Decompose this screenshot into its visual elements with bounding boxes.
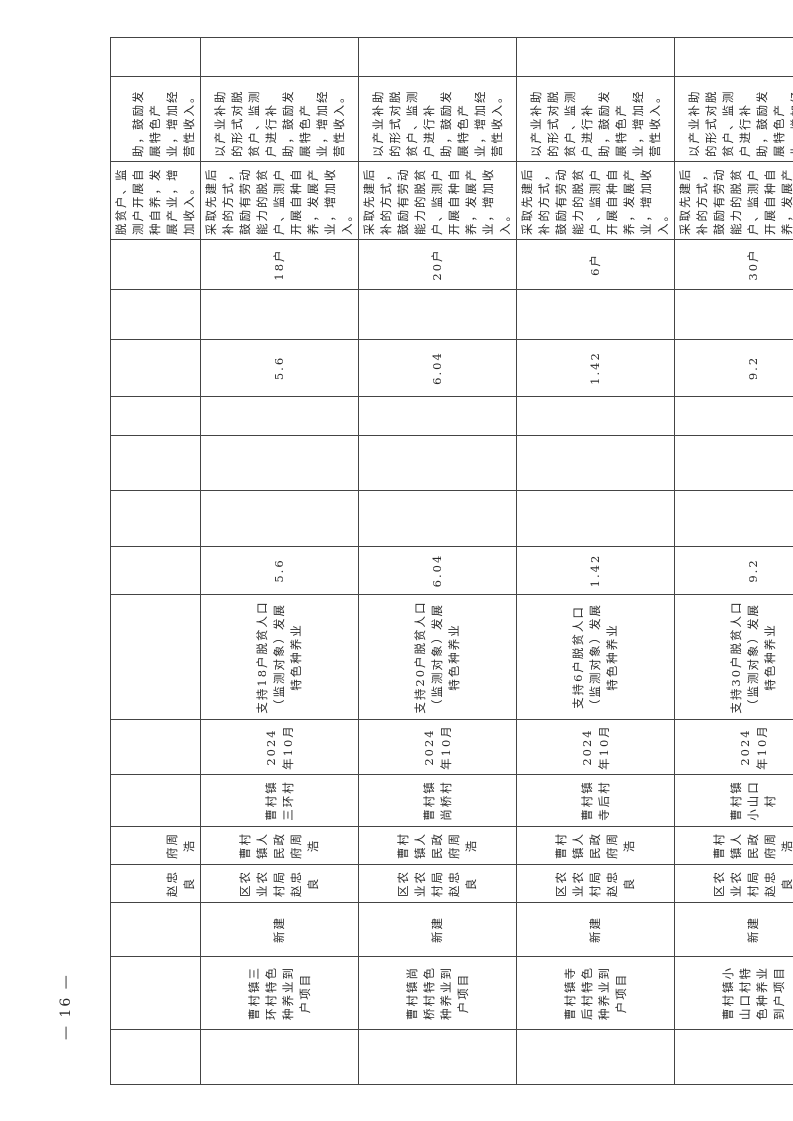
type-cell: 新建	[358, 902, 517, 957]
name-cell: 曹村镇尚桥村特色种养业到户项目	[358, 956, 517, 1030]
empty-cell	[200, 37, 359, 77]
empty-cell	[674, 435, 793, 491]
fund-a-cell: 6.04	[358, 546, 517, 595]
dept-cell: 区农业农村局赵忠良	[358, 864, 517, 903]
fund-b-cell: 9.2	[674, 339, 793, 397]
empty-cell	[200, 490, 359, 547]
fund-a-cell: 9.2	[674, 546, 793, 595]
page-number: — 16 —	[58, 973, 74, 1040]
fund-b-cell: 1.42	[516, 339, 675, 397]
type-cell: 新建	[674, 902, 793, 957]
dept-cell: 区农业农村局赵忠良	[516, 864, 675, 903]
name-cell: 曹村镇三环村特色种养业到户项目	[200, 956, 359, 1030]
empty-cell	[358, 396, 517, 436]
empty-cell	[516, 435, 675, 491]
date-cell: 2024年10月	[200, 719, 359, 775]
name-cell: 曹村镇寺后村特色种养业到户项目	[516, 956, 675, 1030]
content-cell: 支持30户脱贫人口（监测对象）发展特色种养业	[674, 594, 793, 720]
owner-cell: 曹村镇人民政府周浩	[516, 826, 675, 865]
description-cell: 脱贫户、监测户开展自种自养，发展产业，增加收入。	[110, 161, 201, 240]
location-cell: 曹村镇尚桥村	[358, 774, 517, 827]
households-cell: 18户	[200, 239, 359, 290]
empty-cell	[200, 396, 359, 436]
fund-b-cell: 5.6	[200, 339, 359, 397]
benefit-cell: 以产业补助的形式对脱贫户、监测户进行补助，鼓励发展特色产业，增加经营性收入。	[358, 76, 517, 162]
empty-cell	[358, 289, 517, 340]
empty-cell	[358, 490, 517, 547]
benefit-cell: 助，鼓励发展特色产业，增加经营性收入。	[110, 76, 201, 162]
empty-cell	[516, 396, 675, 436]
fund-a-cell: 1.42	[516, 546, 675, 595]
empty-cell	[674, 37, 793, 77]
date-cell: 2024年10月	[674, 719, 793, 775]
empty-cell	[358, 435, 517, 491]
date-cell: 2024年10月	[516, 719, 675, 775]
owner-cell: 曹村镇人民政府周浩	[358, 826, 517, 865]
content-cell: 支持6户脱贫人口（监测对象）发展特色种养业	[516, 594, 675, 720]
empty-cell	[200, 289, 359, 340]
empty-cell	[516, 1029, 675, 1085]
location-cell: 曹村镇三环村	[200, 774, 359, 827]
empty-cell	[200, 1029, 359, 1085]
rotated-table-wrapper: 赵忠良 府周浩 脱贫户、监测户开展自种自养，发展产业，增加收入。 助，鼓励发展特…	[110, 37, 793, 1085]
benefit-cell: 以产业补助的形式对脱贫户、监测户进行补助，鼓励发展特色产业，增加经营性收入。	[200, 76, 359, 162]
content-cell: 支持18户脱贫人口（监测对象）发展特色种养业	[200, 594, 359, 720]
empty-cell	[358, 37, 517, 77]
empty-cell	[516, 289, 675, 340]
households-cell: 30户	[674, 239, 793, 290]
description-cell: 采取先建后补的方式，鼓励有劳动能力的脱贫户、监测户开展自种自养，发展产业，增加收…	[674, 161, 793, 240]
empty-cell	[674, 396, 793, 436]
benefit-cell: 以产业补助的形式对脱贫户、监测户进行补助，鼓励发展特色产业，增加经营性收入。	[674, 76, 793, 162]
table-row: 曹村镇三环村特色种养业到户项目 新建 区农业农村局赵忠良 曹村镇人民政府周浩 曹村镇三环…	[200, 37, 359, 1085]
owner-cell: 府周浩	[110, 826, 201, 865]
content-cell: 支持20户脱贫人口（监测对象）发展特色种养业	[358, 594, 517, 720]
name-cell: 曹村镇小山口村特色种养业到户项目	[674, 956, 793, 1030]
dept-cell: 区农业农村局赵忠良	[674, 864, 793, 903]
empty-cell	[200, 435, 359, 491]
description-cell: 采取先建后补的方式，鼓励有劳动能力的脱贫户、监测户开展自种自养，发展产业，增加收…	[358, 161, 517, 240]
type-cell: 新建	[200, 902, 359, 957]
households-cell: 6户	[516, 239, 675, 290]
owner-cell: 曹村镇人民政府周浩	[200, 826, 359, 865]
fund-b-cell: 6.04	[358, 339, 517, 397]
project-table: 赵忠良 府周浩 脱贫户、监测户开展自种自养，发展产业，增加收入。 助，鼓励发展特…	[110, 37, 793, 1085]
table-row: 曹村镇小山口村特色种养业到户项目 新建 区农业农村局赵忠良 曹村镇人民政府周浩 曹村镇小…	[674, 37, 793, 1085]
dept-cell: 赵忠良	[110, 864, 201, 903]
table-row: 曹村镇寺后村特色种养业到户项目 新建 区农业农村局赵忠良 曹村镇人民政府周浩 曹村镇寺后…	[516, 37, 675, 1085]
description-cell: 采取先建后补的方式，鼓励有劳动能力的脱贫户、监测户开展自种自养，发展产业，增加收…	[516, 161, 675, 240]
empty-cell	[674, 490, 793, 547]
table-row: 曹村镇尚桥村特色种养业到户项目 新建 区农业农村局赵忠良 曹村镇人民政府周浩 曹村镇尚桥…	[358, 37, 517, 1085]
description-cell: 采取先建后补的方式，鼓励有劳动能力的脱贫户、监测户开展自种自养，发展产业，增加收…	[200, 161, 359, 240]
dept-cell: 区农业农村局赵忠良	[200, 864, 359, 903]
location-cell: 曹村镇寺后村	[516, 774, 675, 827]
type-cell: 新建	[516, 902, 675, 957]
empty-cell	[516, 37, 675, 77]
table-row: 赵忠良 府周浩 脱贫户、监测户开展自种自养，发展产业，增加收入。 助，鼓励发展特…	[110, 37, 201, 1085]
owner-cell: 曹村镇人民政府周浩	[674, 826, 793, 865]
empty-cell	[674, 289, 793, 340]
empty-cell	[358, 1029, 517, 1085]
fund-a-cell: 5.6	[200, 546, 359, 595]
empty-cell	[516, 490, 675, 547]
empty-cell	[674, 1029, 793, 1085]
date-cell: 2024年10月	[358, 719, 517, 775]
location-cell: 曹村镇小山口村	[674, 774, 793, 827]
households-cell: 20户	[358, 239, 517, 290]
benefit-cell: 以产业补助的形式对脱贫户、监测户进行补助，鼓励发展特色产业，增加经营性收入。	[516, 76, 675, 162]
